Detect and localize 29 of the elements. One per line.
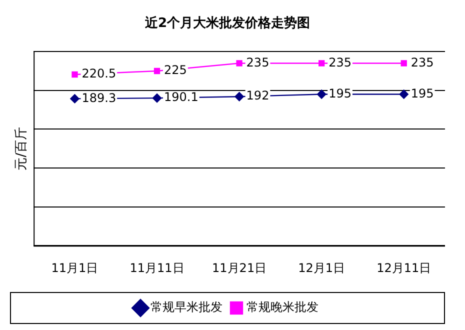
data-label: 189.3 (82, 90, 116, 105)
data-label: 220.5 (82, 66, 116, 81)
legend-label: 常规早米批发 (150, 300, 222, 314)
x-tick-label: 12月1日 (298, 260, 346, 275)
chart-title: 近2个月大米批发价格走势图 (144, 15, 310, 32)
data-label: 195 (410, 86, 434, 100)
point (318, 60, 325, 66)
data-label: 235 (246, 55, 270, 70)
point (152, 93, 162, 103)
point (154, 68, 160, 74)
data-label: 195 (328, 86, 352, 100)
data-label: 225 (164, 63, 187, 78)
point (316, 90, 326, 99)
y-axis-title: 元/百斤 (14, 126, 30, 170)
data-label: 235 (328, 55, 352, 70)
data-label: 190.1 (164, 90, 198, 104)
x-tick-label: 12月11日 (376, 260, 432, 275)
point (399, 90, 408, 99)
x-tick-label: 11月21日 (212, 260, 267, 275)
legend-label: 常规晚米批发 (246, 300, 318, 314)
point (72, 71, 78, 78)
x-tick-label: 11月1日 (51, 260, 98, 275)
data-label: 192 (246, 88, 270, 103)
x-tick-label: 11月11日 (130, 260, 184, 275)
point (236, 60, 242, 66)
point (400, 60, 407, 66)
point (234, 92, 244, 102)
point (70, 94, 80, 104)
data-label: 235 (410, 55, 434, 70)
